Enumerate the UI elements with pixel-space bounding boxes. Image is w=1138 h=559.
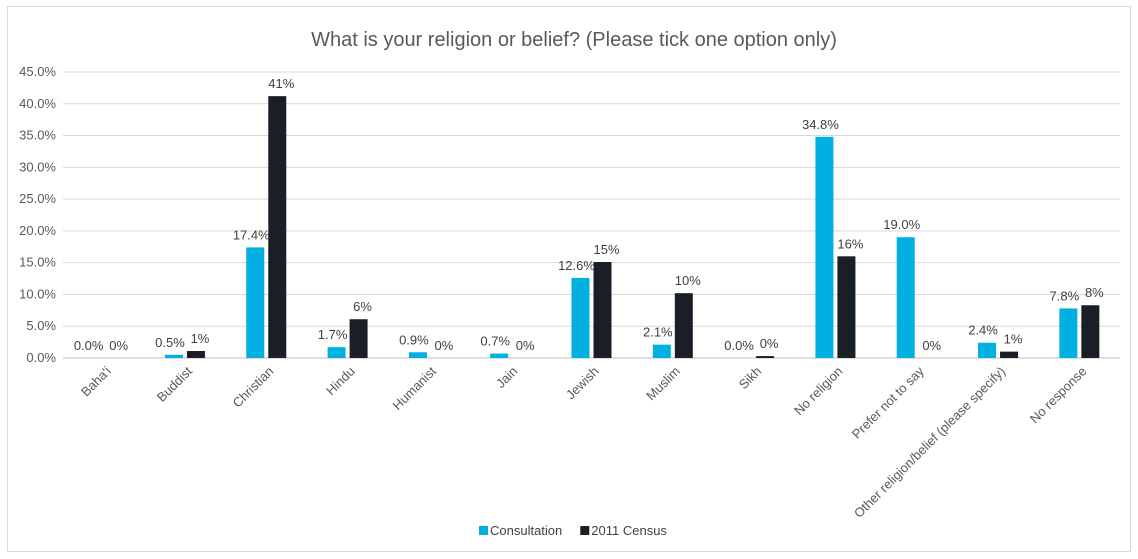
y-tick-label: 0.0%: [26, 350, 56, 365]
y-tick-label: 10.0%: [19, 286, 56, 301]
y-tick-label: 35.0%: [19, 128, 56, 143]
data-label: 1%: [1004, 332, 1023, 347]
data-label: 19.0%: [883, 217, 920, 232]
data-label: 12.6%: [558, 258, 595, 273]
x-tick-label: No religion: [791, 364, 846, 419]
y-tick-label: 25.0%: [19, 191, 56, 206]
y-axis: 0.0% 5.0% 10.0% 15.0% 20.0% 25.0% 30.0% 35.0% 40…: [19, 64, 56, 365]
y-tick-label: 45.0%: [19, 64, 56, 79]
bar-consultation: [327, 347, 346, 358]
data-label: 1.7%: [318, 327, 348, 342]
data-labels: 0.0% 0% 0.5% 1% 17.4% 41% 1.7% 6% 0.9% 0% 0.7% 0% 12…: [74, 76, 1104, 353]
y-tick-label: 15.0%: [19, 255, 56, 270]
data-label: 7.8%: [1050, 288, 1080, 303]
bars: [164, 96, 1100, 358]
x-tick-label: Humanist: [390, 363, 440, 413]
data-label: 0.9%: [399, 332, 429, 347]
data-label: 2.1%: [643, 325, 673, 340]
x-tick-label: Hindu: [323, 364, 358, 399]
bar-consultation: [490, 353, 509, 358]
x-tick-label: Muslim: [643, 364, 683, 404]
x-tick-label: Baha'i: [78, 363, 114, 399]
data-label: 15%: [593, 242, 619, 257]
x-tick-label: Buddist: [154, 363, 196, 405]
data-label: 0%: [109, 338, 128, 353]
y-tick-label: 30.0%: [19, 159, 56, 174]
legend-swatch: [580, 526, 590, 535]
x-tick-label: Sikh: [736, 364, 764, 392]
chart-title: What is your religion or belief? (Please…: [311, 29, 837, 51]
x-tick-label: Other religion/belief (please specify): [851, 364, 1008, 521]
data-label: 34.8%: [802, 117, 839, 132]
data-label: 0%: [760, 336, 779, 351]
x-tick-label: Prefer not to say: [849, 363, 927, 441]
data-label: 10%: [675, 273, 701, 288]
bar-census: [349, 319, 368, 358]
bar-census: [186, 351, 205, 358]
legend-swatch: [479, 526, 488, 535]
data-label: 16%: [837, 236, 863, 251]
bar-census: [593, 262, 612, 358]
bar-consultation: [978, 342, 997, 358]
bar-census: [1000, 351, 1019, 358]
x-tick-label: Christian: [230, 364, 277, 411]
bar-census: [674, 293, 693, 358]
legend-label: 2011 Census: [591, 523, 667, 538]
y-tick-label: 20.0%: [19, 223, 56, 238]
x-axis: Baha'i Buddist Christian Hindu Humanist Jain J…: [78, 363, 1090, 521]
data-label: 0.5%: [155, 335, 185, 350]
data-label: 41%: [268, 76, 294, 91]
data-label: 0.0%: [724, 338, 754, 353]
bar-consultation: [652, 344, 671, 358]
bar-census: [756, 356, 775, 358]
y-tick-label: 5.0%: [26, 318, 56, 333]
data-label: 0%: [516, 338, 535, 353]
bar-consultation: [571, 277, 590, 358]
data-label: 0%: [922, 338, 941, 353]
chart-frame: [7, 6, 1131, 552]
bar-consultation: [815, 136, 834, 358]
legend-label: Consultation: [490, 523, 562, 538]
data-label: 6%: [353, 299, 372, 314]
bar-consultation: [246, 247, 265, 358]
bar-consultation: [164, 354, 183, 358]
x-tick-label: Jain: [493, 364, 520, 391]
data-label: 2.4%: [968, 323, 998, 338]
x-tick-label: Jewish: [563, 364, 602, 403]
bar-consultation: [408, 352, 427, 358]
data-label: 0%: [434, 338, 453, 353]
bar-census: [1081, 305, 1100, 358]
x-tick-label: No response: [1027, 364, 1090, 427]
gridlines: [63, 71, 1120, 359]
bar-census: [837, 256, 856, 358]
bar-consultation: [1059, 308, 1078, 358]
y-tick-label: 40.0%: [19, 96, 56, 111]
bar-census: [268, 96, 287, 358]
data-label: 0.7%: [480, 334, 510, 349]
data-label: 1%: [191, 331, 210, 346]
legend: Consultation 2011 Census: [479, 523, 667, 538]
data-label: 8%: [1085, 285, 1104, 300]
data-label: 0.0%: [74, 338, 104, 353]
data-label: 17.4%: [233, 227, 270, 242]
bar-consultation: [896, 237, 915, 358]
